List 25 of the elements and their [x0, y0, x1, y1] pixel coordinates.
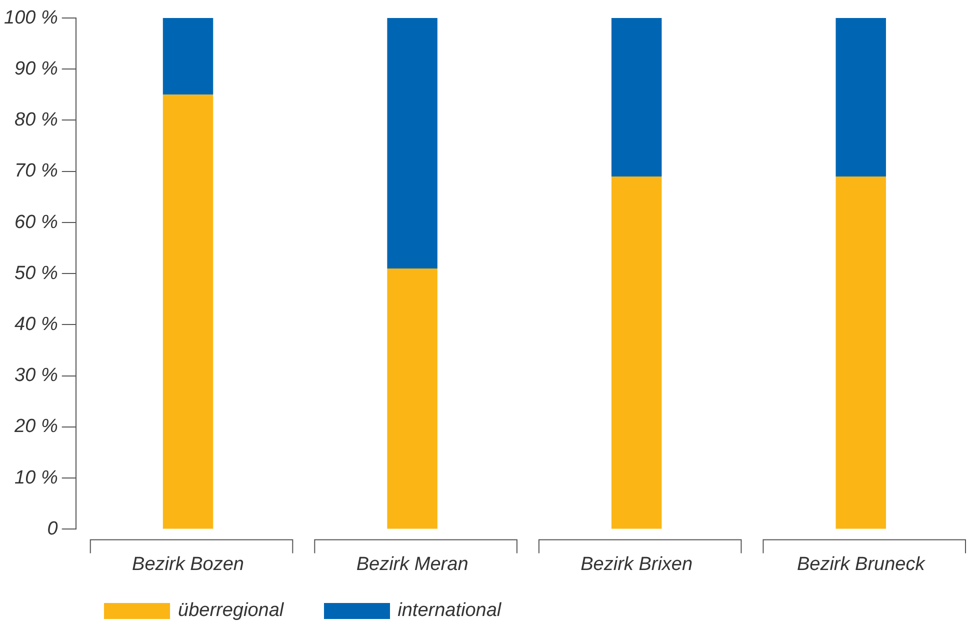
y-tick-label: 30 %: [14, 365, 58, 386]
y-tick-label: 40 %: [14, 314, 58, 335]
x-tick-label: Bezirk Brixen: [580, 554, 693, 575]
bar: [611, 18, 662, 176]
y-tick-label: 60 %: [14, 212, 58, 233]
bar: [162, 94, 214, 529]
x-tick-label: Bezirk Bruneck: [796, 554, 926, 575]
y-tick-label: 100 %: [4, 7, 58, 28]
bar: [836, 176, 886, 529]
y-tick-label: 80 %: [14, 110, 58, 131]
bar: [387, 268, 438, 529]
y-tick-label: 20 %: [14, 416, 58, 438]
bar: [162, 18, 214, 95]
y-tick-label: 90 %: [14, 58, 58, 80]
legend-label: international: [398, 600, 502, 622]
bar: [836, 18, 886, 176]
x-tick-label: Bezirk Bozen: [132, 554, 244, 575]
legend-label: überregional: [178, 600, 284, 622]
x-tick-label: Bezirk Meran: [356, 554, 468, 575]
y-tick-label: 0: [47, 518, 58, 540]
bar: [611, 176, 662, 529]
y-tick-label: 50 %: [14, 262, 58, 284]
y-tick-label: 10 %: [14, 467, 58, 488]
y-tick-label: 70 %: [14, 160, 58, 182]
bar: [387, 18, 438, 268]
